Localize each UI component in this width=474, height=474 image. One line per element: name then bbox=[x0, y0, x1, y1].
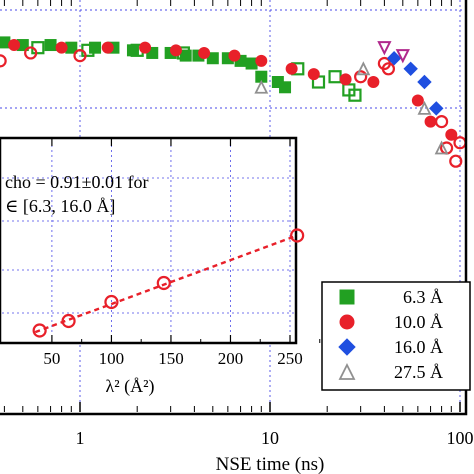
inset-x-tick-label: 250 bbox=[277, 349, 303, 368]
data-point bbox=[228, 49, 241, 62]
data-point bbox=[449, 154, 463, 168]
data-point bbox=[445, 128, 458, 141]
legend-marker bbox=[338, 362, 356, 380]
data-point bbox=[255, 54, 268, 67]
data-point bbox=[386, 51, 402, 66]
data-point bbox=[417, 100, 432, 115]
data-point bbox=[429, 101, 444, 116]
data-point bbox=[339, 73, 352, 86]
data-point bbox=[411, 94, 424, 107]
inset-x-tick-label: 150 bbox=[158, 349, 184, 368]
data-point bbox=[417, 74, 432, 90]
legend-item: 27.5 Å bbox=[338, 362, 443, 382]
legend-label: 27.5 Å bbox=[394, 362, 443, 382]
data-point bbox=[307, 68, 320, 81]
legend-marker bbox=[338, 338, 356, 356]
inset-data-point bbox=[32, 323, 47, 338]
inset-xlabel: λ² (Å²) bbox=[105, 376, 154, 397]
legend-item: 10.0 Å bbox=[339, 312, 443, 332]
inset-data-point bbox=[290, 228, 305, 243]
legend-label: 6.3 Å bbox=[403, 287, 443, 307]
legend-label: 16.0 Å bbox=[394, 337, 443, 357]
inset-x-tick-label: 50 bbox=[43, 349, 60, 368]
legend: 6.3 Å 10.0 Å 16.0 Å 27.5 Å bbox=[321, 281, 471, 391]
main-plot-markers bbox=[0, 36, 467, 168]
data-point bbox=[356, 61, 371, 76]
inset-x-ticks: 50 100 150 200 250 bbox=[43, 138, 321, 368]
legend-label: 10.0 Å bbox=[394, 312, 443, 332]
main-x-tick-label: 10 bbox=[261, 428, 279, 448]
legend-marker bbox=[339, 314, 355, 330]
inset-annotation-line1: cho = 0.91±0.01 for bbox=[5, 172, 149, 192]
data-point bbox=[434, 114, 449, 129]
data-point bbox=[424, 115, 437, 128]
legend-marker bbox=[339, 289, 355, 305]
data-point bbox=[24, 46, 38, 60]
data-point bbox=[101, 41, 114, 54]
data-point bbox=[8, 39, 21, 52]
inset-frame bbox=[0, 136, 298, 345]
data-point bbox=[348, 88, 362, 102]
inset-x-tick-label: 200 bbox=[218, 349, 244, 368]
main-x-tick-label: 100 bbox=[447, 428, 474, 448]
data-point bbox=[126, 44, 139, 57]
inset-grid bbox=[2, 140, 294, 341]
data-point bbox=[0, 54, 7, 68]
data-point bbox=[377, 41, 392, 56]
main-xlabel: NSE time (ns) bbox=[216, 454, 325, 474]
data-point bbox=[198, 46, 211, 59]
data-point bbox=[367, 76, 380, 88]
inset-annotation-line2: ∈ [6.3, 16.0 Å] bbox=[5, 196, 115, 216]
inset-fit-line bbox=[34, 234, 298, 334]
data-point bbox=[139, 41, 152, 54]
data-point bbox=[395, 49, 410, 64]
data-point bbox=[55, 41, 68, 54]
data-point bbox=[403, 61, 418, 77]
inset-x-tick-label: 100 bbox=[99, 349, 125, 368]
inset-data-point bbox=[156, 275, 171, 291]
inset-data-point bbox=[61, 313, 76, 329]
legend-item: 16.0 Å bbox=[338, 337, 443, 357]
inset-markers bbox=[32, 228, 305, 338]
data-point bbox=[44, 39, 57, 52]
main-x-ticks: 1 10 100 bbox=[3, 0, 474, 448]
data-point bbox=[285, 62, 298, 75]
legend-item: 6.3 Å bbox=[339, 287, 443, 307]
main-x-tick-label: 1 bbox=[76, 428, 85, 448]
data-point bbox=[169, 44, 182, 57]
data-point bbox=[381, 62, 396, 76]
inset-plot: 50 100 150 200 250 cho = 0.91±0.01 for ∈ [6.… bbox=[0, 136, 321, 397]
data-point bbox=[73, 48, 87, 63]
inset-data-point bbox=[104, 294, 119, 310]
main-plot-frame bbox=[0, 0, 468, 416]
data-point bbox=[434, 140, 449, 155]
data-point bbox=[206, 52, 219, 65]
data-point bbox=[279, 81, 292, 94]
data-point bbox=[89, 41, 102, 54]
data-point bbox=[179, 49, 192, 62]
data-point bbox=[254, 79, 269, 94]
data-point bbox=[354, 70, 368, 84]
